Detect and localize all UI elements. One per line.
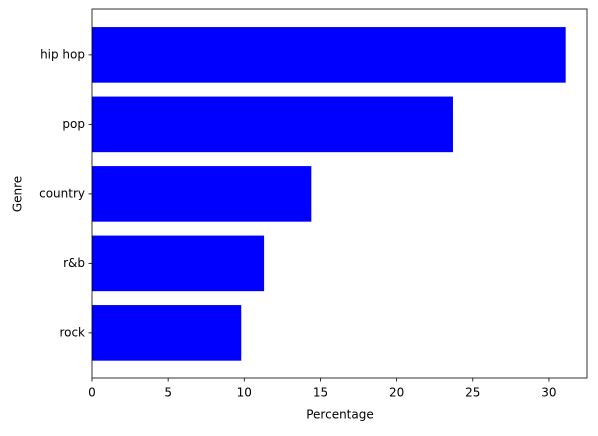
y-tick-label: pop [62,117,85,131]
x-tick-label: 10 [237,386,252,400]
y-tick-label: rock [59,325,85,339]
x-tick-label: 15 [313,386,328,400]
bar [92,166,312,222]
x-tick-label: 5 [164,386,172,400]
x-tick-label: 20 [389,386,404,400]
bar [92,305,242,361]
x-axis-label: Percentage [306,408,374,422]
y-tick-label: r&b [63,256,85,270]
bar [92,27,566,83]
y-tick-label: country [39,186,85,200]
plot-frame [91,8,588,379]
x-tick-label: 0 [88,386,96,400]
bar [92,235,265,292]
y-tick-label: hip hop [40,47,85,61]
bar [92,96,453,153]
x-tick-label: 25 [465,386,480,400]
y-axis-label: Genre [11,176,25,212]
x-tick-label: 30 [541,386,556,400]
